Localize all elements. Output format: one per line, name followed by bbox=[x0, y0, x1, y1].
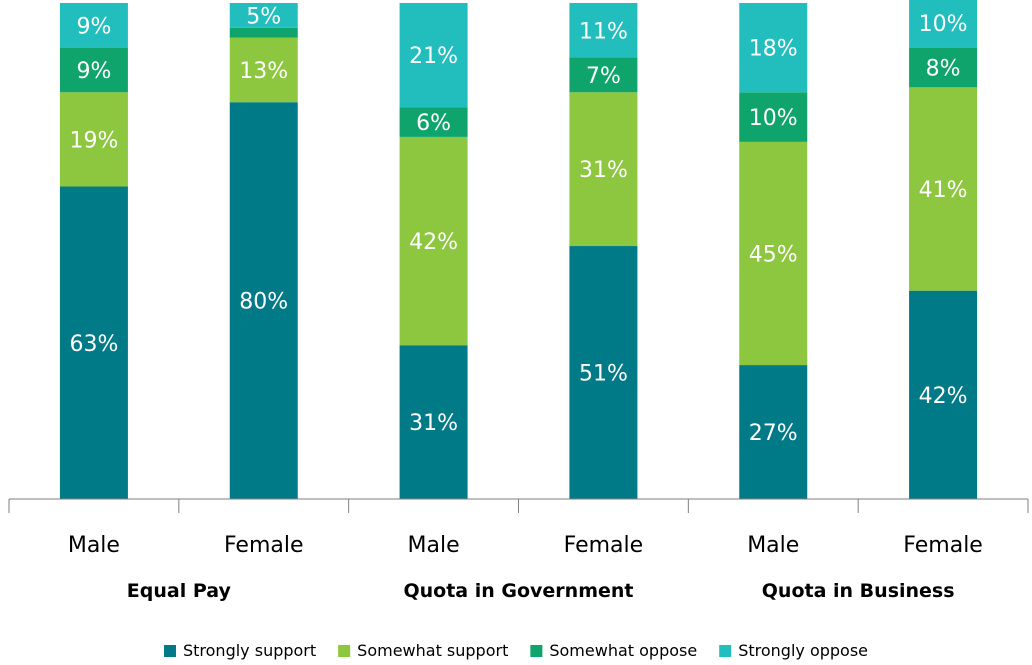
data-label: 42% bbox=[919, 384, 968, 409]
data-label: 21% bbox=[409, 44, 458, 69]
data-label: 45% bbox=[749, 242, 798, 267]
data-label: 5% bbox=[246, 4, 281, 29]
data-label: 27% bbox=[749, 421, 798, 446]
bar-segment bbox=[739, 3, 808, 93]
bar-segment bbox=[59, 47, 128, 93]
data-label: 9% bbox=[76, 14, 111, 39]
group-label: Equal Pay bbox=[127, 580, 232, 602]
bar-segment bbox=[399, 345, 468, 499]
bar-segment bbox=[399, 107, 468, 137]
x-tick-label: Female bbox=[224, 533, 304, 558]
bar-segment bbox=[739, 365, 808, 499]
x-tick-label: Male bbox=[747, 533, 799, 558]
data-label: 10% bbox=[919, 12, 968, 37]
data-label: 19% bbox=[69, 128, 118, 153]
legend-swatch bbox=[530, 645, 543, 657]
group-label: Quota in Government bbox=[403, 580, 633, 602]
group-label: Quota in Business bbox=[762, 580, 955, 602]
data-label: 6% bbox=[416, 111, 451, 136]
legend-label: Strongly support bbox=[183, 641, 316, 660]
data-label: 41% bbox=[919, 178, 968, 203]
data-label: 42% bbox=[409, 230, 458, 255]
bar-segment bbox=[399, 136, 468, 346]
bar-segment bbox=[59, 92, 128, 187]
legend-swatch bbox=[338, 645, 351, 657]
x-tick-label: Female bbox=[564, 533, 644, 558]
data-label: 10% bbox=[749, 106, 798, 131]
bar-segment bbox=[909, 0, 978, 48]
legend-label: Strongly oppose bbox=[738, 641, 868, 660]
bar-segment bbox=[909, 47, 978, 88]
legend-swatch bbox=[163, 645, 176, 657]
bar-segment bbox=[569, 246, 638, 499]
data-label: 51% bbox=[579, 362, 628, 387]
legend-swatch bbox=[719, 645, 732, 657]
data-label: 18% bbox=[749, 37, 798, 62]
data-label: 80% bbox=[239, 290, 288, 315]
data-label: 8% bbox=[926, 56, 961, 81]
data-label: 13% bbox=[239, 59, 288, 84]
bar-segment bbox=[59, 186, 128, 499]
data-label: 31% bbox=[409, 411, 458, 436]
bar-segment bbox=[229, 102, 298, 499]
bar-segment bbox=[909, 87, 978, 291]
legend-label: Somewhat oppose bbox=[549, 641, 697, 660]
bar-segment bbox=[569, 57, 638, 93]
bar-segment bbox=[229, 3, 298, 28]
data-label: 11% bbox=[579, 19, 628, 44]
x-tick-label: Female bbox=[903, 533, 983, 558]
bar-segment bbox=[909, 290, 978, 499]
x-tick-label: Male bbox=[68, 533, 120, 558]
x-tick-label: Male bbox=[408, 533, 460, 558]
bar-segment bbox=[739, 141, 808, 366]
bar-segment bbox=[59, 3, 128, 48]
bar-segment bbox=[229, 37, 298, 103]
data-label: 7% bbox=[586, 64, 621, 89]
bar-segment bbox=[739, 92, 808, 142]
data-label: 31% bbox=[579, 158, 628, 183]
bar-segment bbox=[229, 27, 298, 38]
bar-segment bbox=[569, 92, 638, 247]
data-label: 63% bbox=[69, 332, 118, 357]
data-label: 9% bbox=[76, 59, 111, 84]
legend-label: Somewhat support bbox=[357, 641, 508, 660]
bar-segment bbox=[569, 3, 638, 58]
bar-segment bbox=[399, 3, 468, 108]
